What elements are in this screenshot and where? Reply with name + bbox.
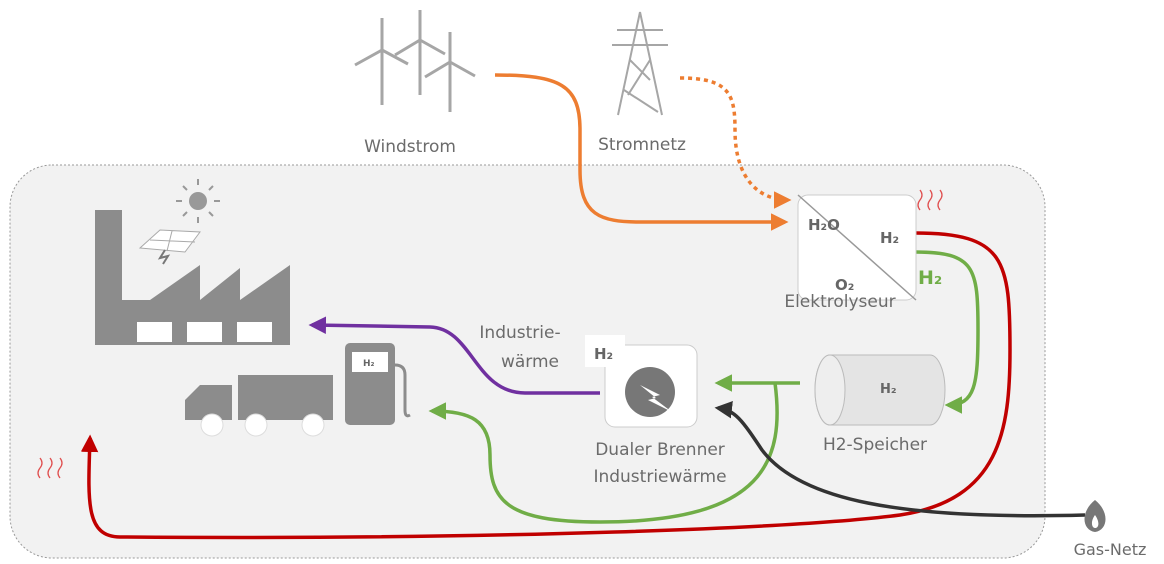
flow-label: wärme xyxy=(501,352,559,372)
truck-trailer xyxy=(238,375,333,420)
wind-turbines xyxy=(355,10,475,112)
wheel xyxy=(245,414,267,436)
node-label: Stromnetz xyxy=(598,135,686,155)
node-label: Dualer Brenner xyxy=(595,440,725,460)
diagram: Windstrom Stromnetz H₂O H₂ O₂ Elektrolys… xyxy=(0,0,1164,564)
badge-label: H₂ xyxy=(594,345,613,363)
node-label: H2-Speicher xyxy=(823,435,927,455)
wheel xyxy=(201,414,223,436)
window xyxy=(237,322,272,342)
wheel xyxy=(302,414,324,436)
window xyxy=(187,322,222,342)
gas-flame xyxy=(1084,500,1105,532)
tank-end xyxy=(815,355,845,425)
badge-label: H₂ xyxy=(363,359,375,369)
sun xyxy=(189,192,207,210)
flow-label: Industrie- xyxy=(479,323,560,343)
node-label: Gas-Netz xyxy=(1074,540,1147,559)
node-label: Windstrom xyxy=(364,137,456,157)
badge-label: H₂ xyxy=(880,382,897,397)
node-label: Industriewärme xyxy=(593,467,726,487)
power-pylon xyxy=(612,12,668,115)
node-label: Elektrolyseur xyxy=(784,292,895,312)
window xyxy=(137,322,172,342)
input-label: H₂O xyxy=(808,216,840,234)
output-label: H₂ xyxy=(880,229,899,247)
flow-label: H₂ xyxy=(918,267,942,289)
